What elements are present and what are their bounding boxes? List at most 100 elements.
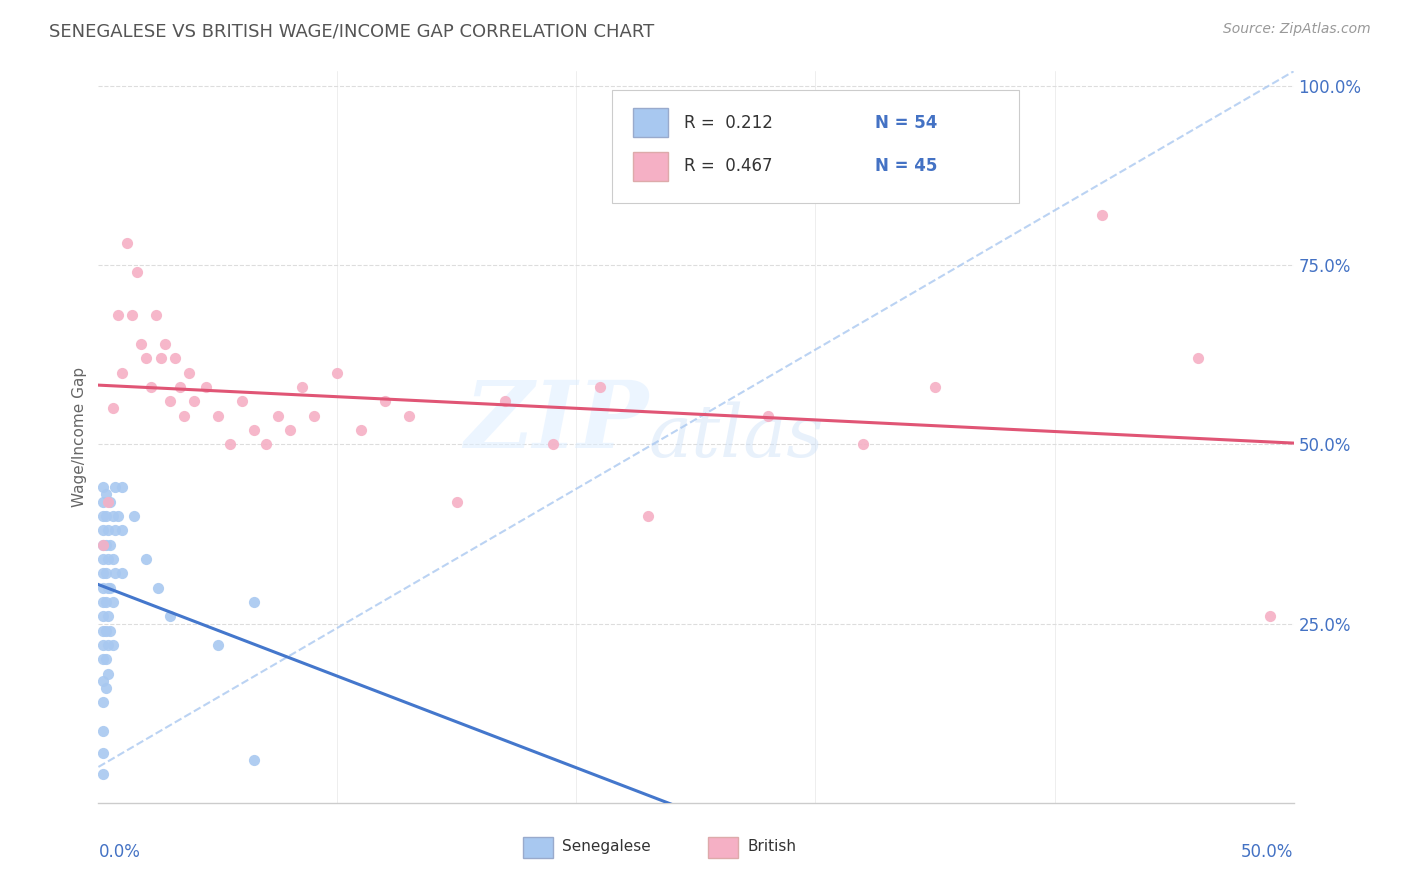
Point: [173, 409, 195, 423]
Point: [302, 409, 325, 423]
Point: [98, 538, 122, 552]
Text: SENEGALESE VS BRITISH WAGE/INCOME GAP CORRELATION CHART: SENEGALESE VS BRITISH WAGE/INCOME GAP CO…: [49, 22, 654, 40]
Point: [111, 480, 134, 494]
Point: [101, 552, 124, 566]
Point: [97, 638, 120, 652]
Point: [91, 673, 114, 688]
Point: [115, 236, 138, 251]
Point: [852, 437, 875, 451]
Point: [91, 581, 114, 595]
Point: [169, 380, 191, 394]
Point: [179, 366, 201, 380]
Point: [155, 336, 177, 351]
Point: [91, 552, 114, 566]
Point: [446, 494, 468, 508]
Point: [91, 724, 114, 739]
Point: [541, 437, 564, 451]
Point: [589, 380, 612, 394]
Point: [149, 351, 172, 366]
Point: [131, 336, 153, 351]
Point: [159, 609, 181, 624]
Point: [637, 508, 659, 523]
Text: 50.0%: 50.0%: [1241, 843, 1294, 861]
Point: [91, 695, 114, 709]
Point: [219, 437, 242, 451]
Point: [135, 552, 157, 566]
Point: [124, 508, 146, 523]
Point: [91, 538, 114, 552]
Point: [91, 494, 114, 508]
Point: [924, 380, 946, 394]
Text: ZIP: ZIP: [464, 377, 648, 467]
Point: [1187, 351, 1209, 366]
Point: [101, 638, 124, 652]
Point: [350, 423, 373, 437]
Text: Source: ZipAtlas.com: Source: ZipAtlas.com: [1223, 22, 1371, 37]
Point: [97, 524, 120, 538]
Point: [135, 351, 157, 366]
Point: [94, 681, 117, 695]
Point: [231, 394, 253, 409]
Point: [104, 566, 127, 581]
Point: [91, 652, 114, 666]
Point: [94, 538, 117, 552]
Point: [148, 581, 170, 595]
Point: [398, 409, 420, 423]
FancyBboxPatch shape: [709, 838, 738, 858]
Point: [494, 394, 516, 409]
Point: [91, 746, 114, 760]
Point: [139, 380, 162, 394]
Text: N = 45: N = 45: [876, 158, 938, 176]
Point: [326, 366, 349, 380]
Point: [91, 508, 114, 523]
Point: [91, 609, 114, 624]
Point: [207, 409, 229, 423]
Point: [145, 308, 167, 322]
Y-axis label: Wage/Income Gap: Wage/Income Gap: [72, 367, 87, 508]
Point: [91, 524, 114, 538]
Point: [101, 401, 124, 416]
Point: [291, 380, 314, 394]
Point: [267, 409, 290, 423]
Point: [104, 480, 127, 494]
Point: [243, 753, 266, 767]
Point: [94, 566, 117, 581]
Point: [374, 394, 396, 409]
Point: [91, 638, 114, 652]
Point: [98, 624, 122, 638]
Point: [107, 308, 129, 322]
Point: [97, 609, 120, 624]
Point: [243, 423, 266, 437]
Point: [756, 409, 779, 423]
Point: [254, 437, 277, 451]
Text: N = 54: N = 54: [876, 113, 938, 131]
Point: [91, 595, 114, 609]
Text: 0.0%: 0.0%: [98, 843, 141, 861]
Point: [111, 566, 134, 581]
Point: [243, 595, 266, 609]
Point: [121, 308, 143, 322]
Text: R =  0.212: R = 0.212: [685, 113, 773, 131]
Point: [183, 394, 205, 409]
Point: [98, 581, 122, 595]
Point: [94, 595, 117, 609]
FancyBboxPatch shape: [613, 90, 1019, 203]
Point: [107, 508, 129, 523]
Text: R =  0.467: R = 0.467: [685, 158, 772, 176]
Point: [94, 508, 117, 523]
Point: [91, 566, 114, 581]
Point: [159, 394, 181, 409]
Point: [91, 480, 114, 494]
Point: [1091, 208, 1114, 222]
FancyBboxPatch shape: [633, 108, 668, 137]
Text: British: British: [748, 839, 796, 855]
Point: [1258, 609, 1281, 624]
Point: [111, 524, 134, 538]
FancyBboxPatch shape: [633, 152, 668, 181]
FancyBboxPatch shape: [523, 838, 553, 858]
Point: [163, 351, 186, 366]
Point: [101, 595, 124, 609]
Text: Senegalese: Senegalese: [562, 839, 651, 855]
Point: [125, 265, 148, 279]
Point: [97, 581, 120, 595]
